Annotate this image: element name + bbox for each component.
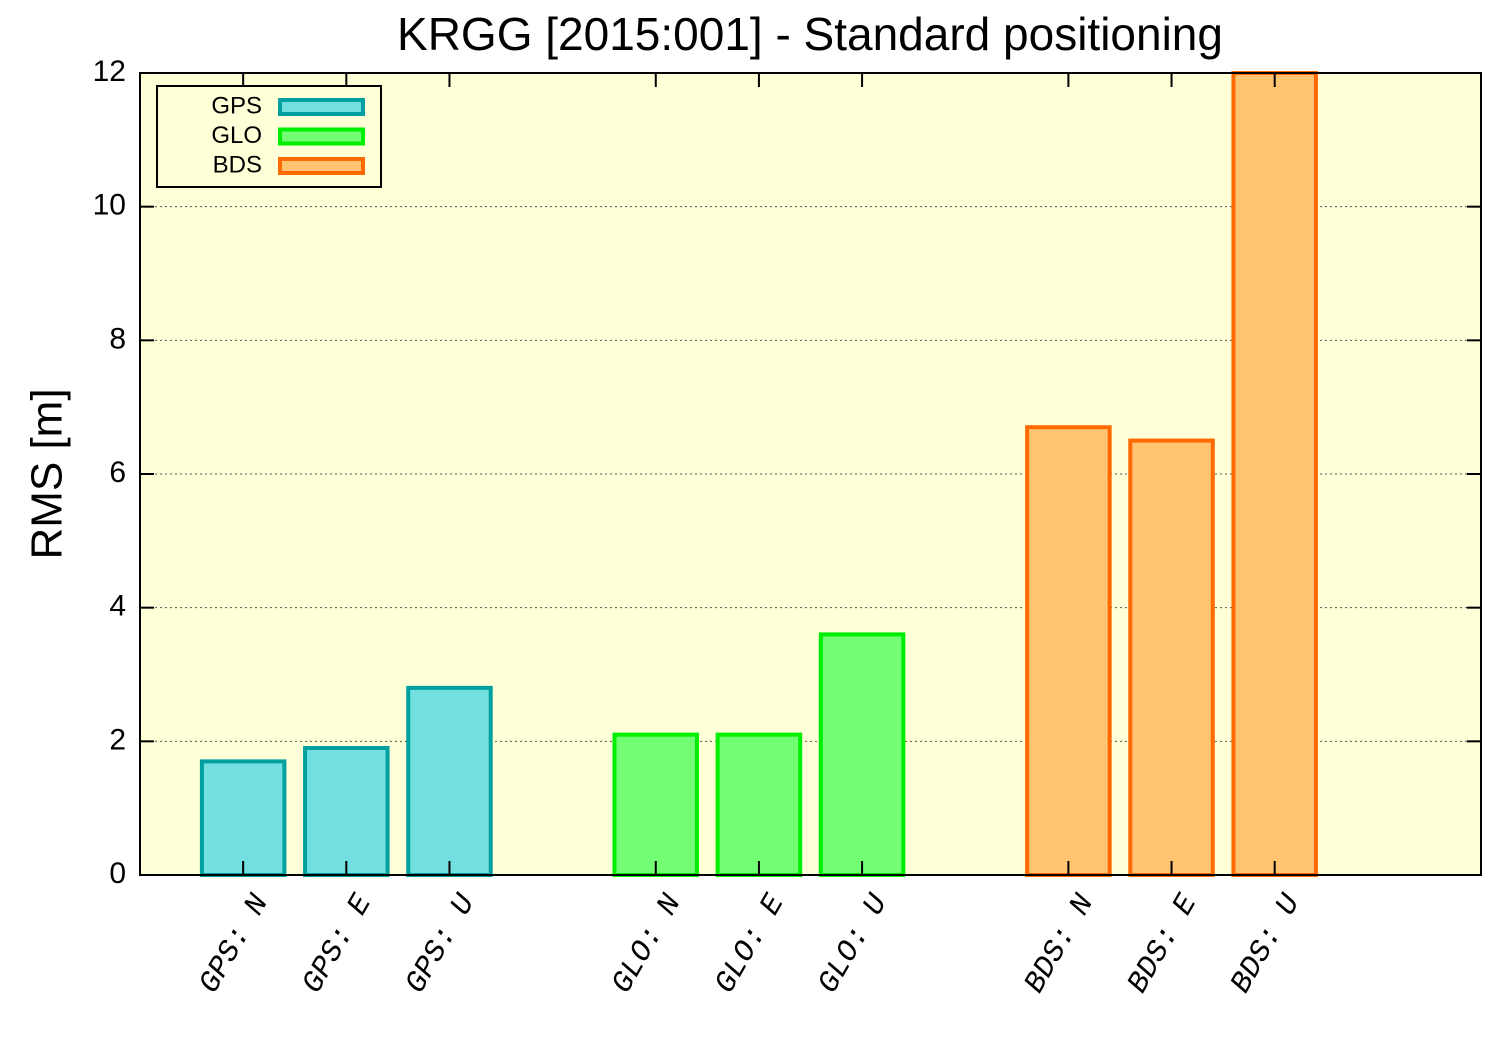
bar xyxy=(715,732,803,878)
y-tick-label: 8 xyxy=(109,322,126,355)
x-tick-label: BDS: N xyxy=(1018,889,1101,1000)
y-tick-label: 0 xyxy=(109,857,126,890)
bar xyxy=(406,685,493,877)
bar xyxy=(199,759,287,878)
y-tick-label: 6 xyxy=(109,456,126,489)
chart-title: KRGG [2015:001] - Standard positioning xyxy=(397,8,1223,60)
x-tick-label: BDS: U xyxy=(1225,888,1309,999)
bar xyxy=(612,732,700,878)
bar xyxy=(818,632,906,878)
x-tick-label: GPS: E xyxy=(296,888,380,999)
legend-swatch xyxy=(278,98,365,116)
x-tick-label: GPS: N xyxy=(193,889,276,1000)
x-tick-label: GPS: U xyxy=(400,888,484,999)
y-tick-label: 10 xyxy=(93,189,126,222)
bar xyxy=(303,746,390,877)
legend-label: BDS xyxy=(213,151,262,178)
y-axis-label: RMS [m] xyxy=(23,388,72,559)
y-tick-label: 4 xyxy=(109,590,126,623)
legend-swatch xyxy=(278,127,365,146)
legend-swatch xyxy=(278,157,365,175)
y-tick-label: 12 xyxy=(93,55,126,88)
bar xyxy=(1025,425,1112,877)
legend-label: GPS xyxy=(211,92,262,119)
legend-label: GLO xyxy=(211,122,262,149)
x-tick-label: GLO: E xyxy=(709,888,793,999)
x-tick-label: BDS: E xyxy=(1122,888,1206,999)
x-tick-label: GLO: U xyxy=(812,888,896,999)
y-tick-label: 2 xyxy=(109,723,126,756)
bar xyxy=(1231,71,1318,877)
x-tick-label: GLO: N xyxy=(606,889,689,1000)
bar xyxy=(1128,438,1215,877)
